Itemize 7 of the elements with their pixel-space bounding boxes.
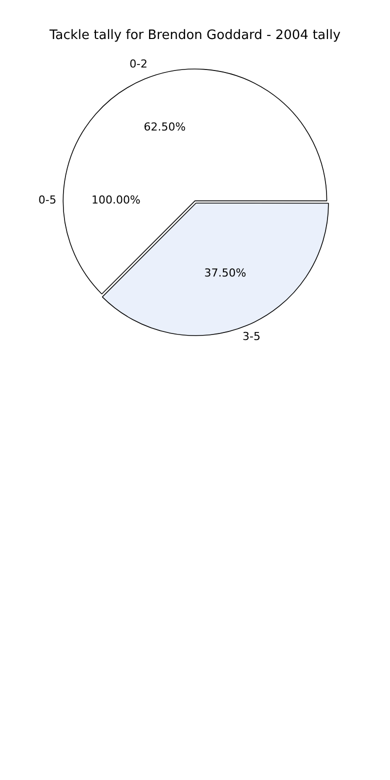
slice-label: 0-2: [130, 57, 148, 70]
text: 100.00%: [91, 194, 140, 207]
slice-label: 3-5: [242, 330, 260, 344]
data-label: 62.50%: [144, 120, 186, 134]
chart-title: Tackle tally for Brendon Goddard - 2004 tally: [48, 28, 341, 44]
text: 0-5: [38, 194, 56, 207]
data-label: 37.50%: [204, 266, 246, 280]
